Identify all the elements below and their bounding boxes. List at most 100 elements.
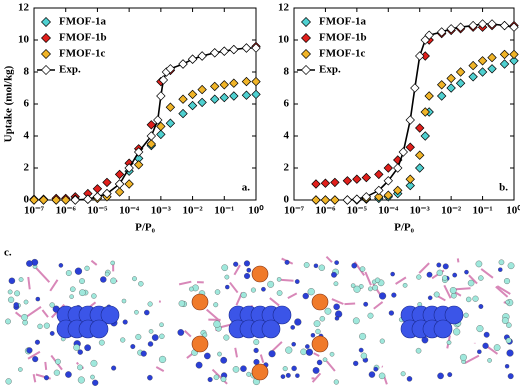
atom bbox=[18, 277, 24, 282]
chart: 0 2 4 6 8 10 12 10⁻⁷ 10⁻⁶ 10⁻⁵ 10⁻⁴ 10⁻³ 10⁻² 10⁻¹ 10⁰… bbox=[278, 2, 520, 234]
atom bbox=[32, 356, 39, 363]
atom bbox=[372, 284, 378, 291]
atom bbox=[353, 360, 359, 367]
data-point bbox=[424, 91, 434, 101]
atom bbox=[290, 325, 296, 330]
data-point bbox=[187, 89, 198, 100]
x-tick-label: 10⁻³ bbox=[410, 205, 431, 217]
atom bbox=[21, 314, 28, 321]
bond bbox=[486, 345, 499, 355]
data-point bbox=[241, 90, 252, 100]
bond bbox=[311, 372, 322, 383]
atom bbox=[324, 307, 332, 315]
legend-marker bbox=[41, 17, 51, 27]
data-point bbox=[38, 195, 49, 205]
atom bbox=[8, 277, 16, 285]
atom bbox=[358, 347, 364, 353]
atom bbox=[92, 379, 99, 386]
atom bbox=[147, 374, 153, 381]
atom bbox=[493, 344, 501, 351]
data-point bbox=[146, 120, 157, 130]
x-tick-label: 10⁻⁷ bbox=[24, 205, 45, 217]
atom bbox=[84, 344, 91, 352]
bond bbox=[496, 285, 511, 295]
structure bbox=[5, 258, 167, 386]
bond bbox=[418, 262, 430, 274]
atom bbox=[65, 270, 72, 276]
guest-o2 bbox=[311, 293, 329, 311]
y-tick-label: 4 bbox=[284, 130, 290, 142]
data-point bbox=[383, 176, 393, 186]
y-tick-label: 0 bbox=[284, 194, 290, 206]
bond bbox=[364, 271, 372, 286]
atom bbox=[267, 280, 275, 288]
x-tick-label: 10⁻² bbox=[441, 205, 462, 217]
x-tick-label: 10⁻⁶ bbox=[56, 205, 77, 217]
bond bbox=[41, 309, 49, 318]
x-tick-label: 10⁻¹ bbox=[214, 205, 234, 217]
atom bbox=[147, 341, 154, 347]
atom bbox=[333, 281, 339, 287]
data-point bbox=[405, 142, 415, 152]
bond bbox=[281, 278, 294, 282]
data-point bbox=[398, 147, 408, 157]
atom bbox=[291, 341, 296, 347]
atom bbox=[240, 365, 247, 372]
atom bbox=[151, 334, 159, 341]
x-axis-title: P/P₀ bbox=[135, 222, 155, 234]
atom bbox=[91, 293, 97, 299]
atom bbox=[333, 379, 339, 385]
data-point bbox=[133, 160, 144, 170]
atom bbox=[391, 292, 397, 298]
data-point bbox=[178, 59, 188, 69]
data-point bbox=[436, 91, 447, 101]
atom bbox=[459, 353, 467, 361]
bond bbox=[75, 361, 79, 365]
atom bbox=[426, 271, 433, 278]
atom bbox=[322, 357, 328, 362]
atom bbox=[23, 299, 29, 305]
x-tick-label: 10⁰ bbox=[506, 205, 520, 217]
atom bbox=[213, 302, 219, 308]
atom bbox=[90, 359, 98, 367]
data-point bbox=[405, 174, 415, 184]
data-point bbox=[187, 100, 198, 111]
data-point bbox=[320, 195, 331, 205]
atom bbox=[111, 365, 117, 371]
data-point bbox=[124, 163, 134, 173]
data-point bbox=[330, 195, 340, 205]
data-point bbox=[468, 60, 478, 71]
data-point bbox=[468, 72, 478, 82]
atom bbox=[466, 296, 472, 303]
atom bbox=[244, 273, 251, 280]
atom bbox=[79, 289, 86, 296]
bond bbox=[464, 354, 480, 365]
data-point bbox=[361, 192, 372, 202]
data-point bbox=[197, 51, 207, 61]
atom bbox=[261, 286, 266, 292]
atom bbox=[214, 289, 221, 295]
guest-o2 bbox=[311, 335, 329, 353]
bond bbox=[443, 284, 452, 299]
data-point bbox=[342, 195, 353, 205]
atom bbox=[402, 283, 408, 288]
atom bbox=[400, 371, 406, 377]
atom bbox=[295, 373, 300, 378]
atom bbox=[225, 284, 230, 290]
data-point bbox=[477, 56, 488, 66]
atom bbox=[250, 287, 256, 293]
atom bbox=[368, 371, 376, 378]
atom bbox=[379, 338, 385, 344]
data-point bbox=[446, 83, 456, 93]
x-tick-label: 10⁰ bbox=[248, 205, 264, 217]
atom bbox=[217, 351, 222, 357]
bond bbox=[155, 366, 165, 373]
atom bbox=[280, 374, 286, 379]
atom bbox=[159, 355, 167, 363]
data-point bbox=[509, 22, 519, 32]
atom bbox=[43, 375, 49, 381]
atom bbox=[37, 323, 43, 330]
data-point bbox=[146, 131, 157, 141]
guest-o2 bbox=[191, 335, 209, 353]
guest bbox=[433, 319, 453, 339]
